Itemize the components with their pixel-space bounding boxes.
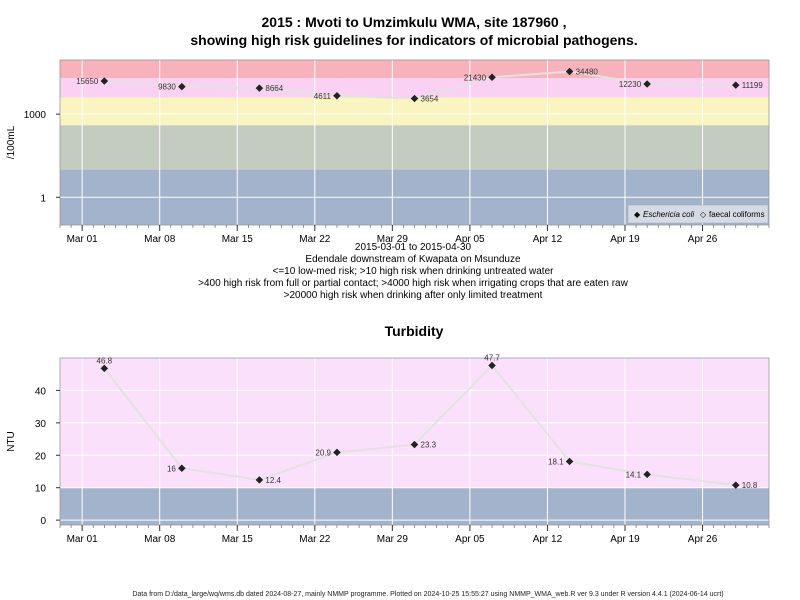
legend-box <box>627 204 769 224</box>
data-point <box>410 440 419 449</box>
footer-note: Data from D:/data_large/wq/wms.db dated … <box>132 591 723 598</box>
page-title-line2: showing high risk guidelines for indicat… <box>190 32 637 48</box>
legend-symbol: ◇ <box>700 210 707 219</box>
data-label: 16 <box>167 464 176 473</box>
data-point <box>565 457 574 466</box>
data-label: 9830 <box>158 83 176 92</box>
x-tick-label: Mar 22 <box>299 534 331 545</box>
data-point <box>333 448 341 457</box>
data-point <box>333 91 341 100</box>
data-label: 11199 <box>742 81 764 90</box>
risk-band <box>60 125 769 170</box>
data-point <box>255 84 264 93</box>
data-point <box>488 73 496 82</box>
data-label: 46.8 <box>97 356 113 365</box>
page-title-line1: 2015 : Mvoti to Umzimkulu WMA, site 1879… <box>262 14 567 30</box>
y-tick-label: 40 <box>35 386 47 397</box>
data-label: 18.1 <box>548 457 564 466</box>
data-label: 12230 <box>619 80 642 89</box>
y-tick-label: 1000 <box>24 110 47 121</box>
y-axis-label: /100mL <box>6 125 17 159</box>
data-label: 21430 <box>464 73 487 82</box>
y-tick-label: 0 <box>40 516 46 527</box>
data-label: 23.3 <box>421 441 437 450</box>
caption-line: Edendale downstream of Kwapata on Msundu… <box>305 254 521 265</box>
x-tick-label: Mar 22 <box>299 234 331 245</box>
x-tick-label: Apr 19 <box>610 534 640 545</box>
legend-symbol: ◆ <box>634 210 641 219</box>
data-label: 20.9 <box>315 448 331 457</box>
data-label: 4611 <box>314 92 332 101</box>
x-tick-label: Apr 12 <box>533 234 563 245</box>
y-tick-label: 1 <box>40 193 46 204</box>
data-point <box>410 94 419 103</box>
data-point <box>643 470 651 479</box>
x-tick-label: Apr 05 <box>455 534 485 545</box>
data-label: 12.4 <box>265 476 281 485</box>
chart1-caption: 2015-03-01 to 2015-04-30 Edendale downst… <box>198 242 628 301</box>
data-label: 15650 <box>76 77 99 86</box>
data-point <box>178 82 186 91</box>
chart2-title: Turbidity <box>385 323 444 339</box>
risk-band <box>60 487 769 525</box>
x-tick-label: Mar 15 <box>222 534 254 545</box>
data-point <box>731 81 740 89</box>
legend-label: Eschericia coli <box>643 210 694 219</box>
ecoli-chart: Mar 01 Mar 08 Mar 15 Mar 22 Mar 29 Apr 05 Apr … <box>6 59 770 245</box>
caption-line: >400 high risk from full or partial cont… <box>198 278 628 289</box>
data-label: 34480 <box>576 68 599 77</box>
data-point <box>100 364 109 373</box>
data-label: 3654 <box>421 95 439 104</box>
x-tick-label: Apr 19 <box>610 234 640 245</box>
x-tick-label: Apr 12 <box>533 534 563 545</box>
x-tick-label: Mar 01 <box>67 234 99 245</box>
x-tick-label: Apr 26 <box>688 234 718 245</box>
x-tick-label: Apr 26 <box>688 534 718 545</box>
caption-line: 2015-03-01 to 2015-04-30 <box>355 242 472 253</box>
data-point <box>488 361 496 370</box>
x-tick-label: Apr 05 <box>455 234 485 245</box>
x-tick-label: Mar 01 <box>67 534 99 545</box>
data-label: 47.7 <box>484 353 500 362</box>
caption-line: <=10 low-med risk; >10 high risk when dr… <box>273 266 555 277</box>
data-point <box>731 481 740 489</box>
y-tick-label: 20 <box>35 451 47 462</box>
turbidity-chart: Mar 01 Mar 08 Mar 15 Mar 22 Mar 29 Apr 05 Apr … <box>6 353 770 545</box>
data-point <box>100 77 109 85</box>
risk-band <box>60 60 769 79</box>
data-point <box>178 464 186 473</box>
data-label: 10.8 <box>742 481 758 490</box>
data-point <box>255 476 264 484</box>
data-point <box>565 67 574 76</box>
x-tick-label: Mar 08 <box>144 234 176 245</box>
x-tick-label: Mar 29 <box>377 234 409 245</box>
data-point <box>643 80 651 88</box>
x-tick-label: Mar 29 <box>377 534 409 545</box>
caption-line: >20000 high risk when drinking after onl… <box>284 290 543 301</box>
data-label: 8664 <box>265 84 283 93</box>
y-tick-label: 10 <box>35 484 47 495</box>
y-tick-label: 30 <box>35 419 47 430</box>
y-axis-label: NTU <box>6 431 17 452</box>
data-label: 14.1 <box>626 470 642 479</box>
x-tick-label: Mar 15 <box>222 234 254 245</box>
legend-label: faecal coliforms <box>709 210 765 219</box>
x-tick-label: Mar 08 <box>144 534 176 545</box>
